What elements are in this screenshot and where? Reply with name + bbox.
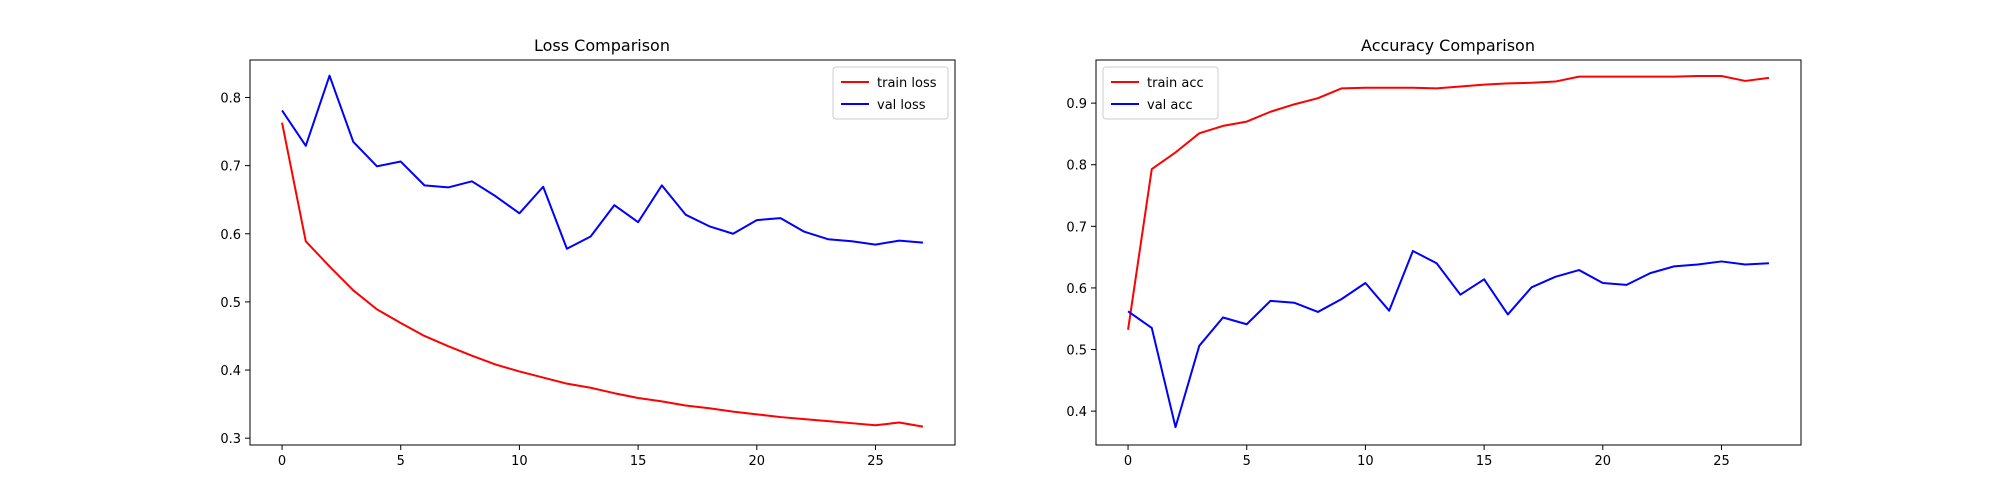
x-tick-label: 20 (1595, 454, 1612, 469)
plot-frame (1095, 59, 1802, 446)
x-tick-label: 0 (278, 454, 286, 469)
series-line-train-loss (281, 122, 924, 428)
y-tick-label: 0.8 (220, 91, 241, 106)
y-tick-label: 0.4 (1066, 405, 1087, 420)
legend-label: train loss (877, 76, 937, 91)
loss-chart: Loss Comparison 0 5 10 15 20 25 0.3 0.4 0.5 0.6 0.… (220, 36, 956, 469)
x-tick-label: 25 (867, 454, 884, 469)
y-tick-label: 0.7 (1066, 220, 1087, 235)
y-tick-label: 0.5 (220, 296, 241, 311)
series-line-val-loss (281, 74, 924, 250)
chart-title: Accuracy Comparison (1361, 36, 1535, 55)
series-line-val-acc (1127, 249, 1770, 429)
x-tick-label: 0 (1124, 454, 1132, 469)
y-tick-label: 0.7 (220, 160, 241, 175)
series-lines (1127, 75, 1770, 429)
series-lines (281, 74, 924, 428)
x-tick-label: 15 (1476, 454, 1493, 469)
axis-ticks: 0 5 10 15 20 25 0.4 0.5 0.6 0.7 0.8 0.9 (1066, 97, 1729, 469)
legend: train loss val loss (832, 66, 949, 120)
y-tick-label: 0.8 (1066, 159, 1087, 174)
y-tick-label: 0.6 (220, 228, 241, 243)
series-line-train-acc (1127, 75, 1770, 330)
y-tick-label: 0.6 (1066, 282, 1087, 297)
x-tick-label: 10 (511, 454, 528, 469)
legend: train acc val acc (1102, 66, 1219, 120)
x-tick-label: 5 (1243, 454, 1251, 469)
plot-frame (249, 59, 956, 446)
x-tick-label: 15 (630, 454, 647, 469)
y-tick-label: 0.3 (220, 432, 241, 447)
x-tick-label: 25 (1713, 454, 1730, 469)
y-tick-label: 0.9 (1066, 97, 1087, 112)
legend-label: val loss (877, 98, 926, 113)
x-tick-label: 5 (397, 454, 405, 469)
chart-title: Loss Comparison (534, 36, 670, 55)
x-tick-label: 10 (1357, 454, 1374, 469)
accuracy-chart: Accuracy Comparison 0 5 10 15 20 250.40.50.60… (1066, 36, 1802, 469)
y-tick-label: 0.5 (1066, 344, 1087, 359)
legend-label: train acc (1147, 76, 1204, 91)
legend-label: val acc (1147, 98, 1193, 113)
legend-box (1102, 66, 1219, 120)
axis-ticks: 0 5 10 15 20 25 0.3 0.4 0.5 0.6 0.7 0.8 (220, 91, 883, 469)
legend-box (832, 66, 949, 120)
x-tick-label: 20 (749, 454, 766, 469)
y-tick-label: 0.4 (220, 364, 241, 379)
